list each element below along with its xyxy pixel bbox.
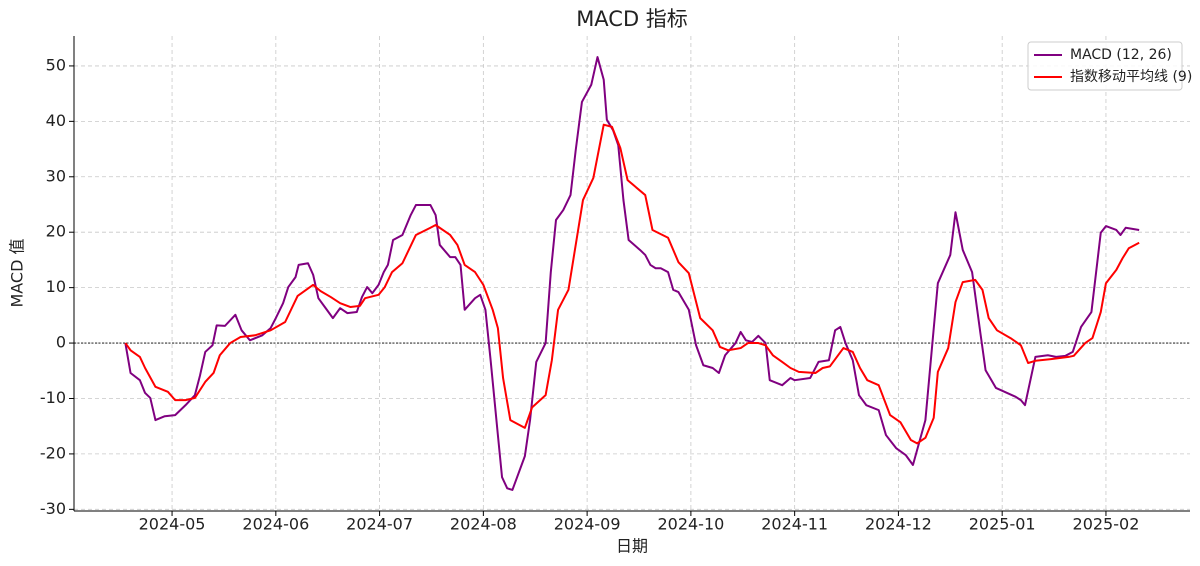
series-line bbox=[124, 123, 1140, 445]
x-tick-label: 2024-11 bbox=[761, 515, 828, 534]
y-tick-label: -10 bbox=[40, 388, 66, 407]
legend-label: 指数移动平均线 (9) bbox=[1070, 69, 1192, 85]
series-line bbox=[124, 56, 1140, 491]
legend: MACD (12, 26) 指数移动平均线 (9) bbox=[1027, 41, 1192, 91]
y-tick-label: 30 bbox=[46, 166, 66, 185]
x-tick-label: 2025-02 bbox=[1073, 515, 1140, 534]
y-tick-label: 50 bbox=[46, 55, 66, 74]
x-tick-label: 2025-01 bbox=[969, 515, 1036, 534]
chart-title: MACD 指标 bbox=[576, 7, 688, 31]
x-tick-label: 2024-06 bbox=[242, 515, 309, 534]
legend-label: MACD (12, 26) bbox=[1070, 47, 1172, 63]
y-tick-label: -20 bbox=[40, 443, 66, 462]
x-tick-label: 2024-09 bbox=[554, 515, 621, 534]
x-tick-label: 2024-12 bbox=[865, 515, 932, 534]
y-tick-label: 0 bbox=[56, 333, 66, 352]
x-tick-label: 2024-05 bbox=[139, 515, 206, 534]
x-tick-label: 2024-10 bbox=[657, 515, 724, 534]
y-tick-label: 10 bbox=[46, 277, 66, 296]
legend-box bbox=[1027, 41, 1183, 91]
x-tick-label: 2024-08 bbox=[450, 515, 517, 534]
x-tick-label: 2024-07 bbox=[346, 515, 413, 534]
y-tick-label: 40 bbox=[46, 111, 66, 130]
y-tick-label: 20 bbox=[46, 222, 66, 241]
y-tick-label: -30 bbox=[40, 499, 66, 518]
y-axis-label: MACD 值 bbox=[8, 238, 27, 307]
x-axis-label: 日期 bbox=[616, 537, 648, 556]
